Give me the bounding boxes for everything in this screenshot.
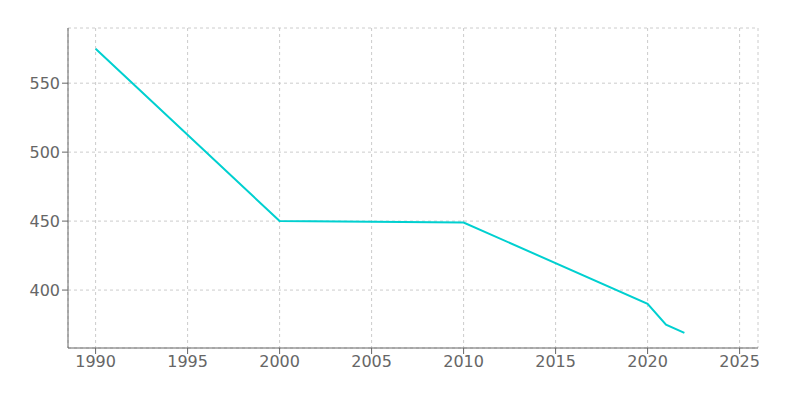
svg-text:1995: 1995	[167, 352, 208, 371]
svg-text:2005: 2005	[351, 352, 392, 371]
svg-text:400: 400	[29, 281, 60, 300]
svg-text:550: 550	[29, 74, 60, 93]
svg-text:2000: 2000	[259, 352, 300, 371]
svg-text:450: 450	[29, 212, 60, 231]
svg-text:2015: 2015	[535, 352, 576, 371]
svg-text:2025: 2025	[719, 352, 760, 371]
svg-text:2010: 2010	[443, 352, 484, 371]
svg-text:2020: 2020	[627, 352, 668, 371]
svg-text:1990: 1990	[75, 352, 116, 371]
svg-text:500: 500	[29, 143, 60, 162]
